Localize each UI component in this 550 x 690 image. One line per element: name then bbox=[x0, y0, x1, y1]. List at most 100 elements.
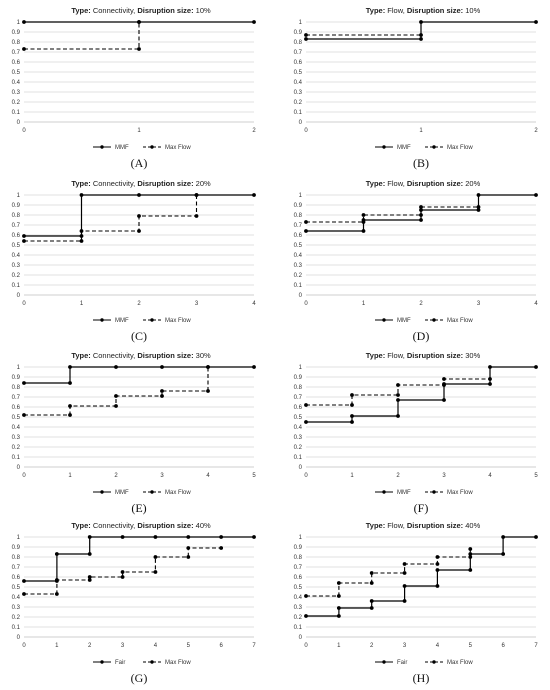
x-tick-label: 4 bbox=[252, 301, 256, 307]
data-point bbox=[22, 47, 26, 51]
x-tick-label: 1 bbox=[55, 643, 59, 649]
y-tick-label: 0 bbox=[17, 120, 21, 126]
chart-title: Type: Connectivity, Disruption size: 40% bbox=[71, 521, 211, 530]
data-point bbox=[396, 398, 400, 402]
data-point bbox=[68, 413, 72, 417]
data-point bbox=[350, 414, 354, 418]
data-point bbox=[206, 365, 210, 369]
data-point bbox=[419, 213, 423, 217]
title-type: Flow, bbox=[385, 521, 405, 530]
x-tick-label: 5 bbox=[534, 473, 538, 479]
title-prefix: Type: bbox=[366, 6, 385, 15]
legend-marker bbox=[150, 660, 154, 664]
legend-label: Fair bbox=[115, 660, 125, 666]
chart-title: Type: Flow, Disruption size: 20% bbox=[366, 179, 481, 188]
legend-label: MMF bbox=[115, 490, 129, 496]
data-point bbox=[22, 234, 26, 238]
data-point bbox=[153, 555, 158, 559]
legend-marker bbox=[100, 145, 104, 149]
data-point bbox=[114, 394, 118, 398]
chart-svg-e: Type: Connectivity, Disruption size: 30%… bbox=[12, 351, 257, 496]
data-point bbox=[304, 229, 308, 233]
title-size: 40% bbox=[194, 521, 211, 530]
y-tick-label: 0.6 bbox=[12, 575, 21, 581]
data-point bbox=[501, 535, 506, 539]
y-tick-label: 0.6 bbox=[294, 60, 303, 66]
y-tick-label: 0.3 bbox=[12, 263, 21, 269]
data-point bbox=[153, 535, 158, 539]
y-tick-label: 0.1 bbox=[294, 283, 303, 289]
data-point bbox=[120, 535, 125, 539]
chart-panel-c: Type: Connectivity, Disruption size: 20%… bbox=[0, 173, 268, 346]
data-point bbox=[361, 229, 366, 233]
series-line-dashed bbox=[306, 206, 479, 223]
data-point bbox=[361, 220, 366, 224]
x-tick-label: 5 bbox=[252, 473, 256, 479]
legend-label: Max Flow bbox=[447, 660, 473, 666]
legend-marker bbox=[100, 490, 104, 494]
data-point bbox=[137, 47, 141, 51]
data-point bbox=[369, 581, 374, 585]
x-tick-label: 1 bbox=[337, 643, 341, 649]
y-tick-label: 0.2 bbox=[12, 615, 21, 621]
legend-label: Max Flow bbox=[447, 318, 473, 324]
y-tick-label: 0.4 bbox=[12, 425, 21, 431]
data-point bbox=[488, 382, 492, 386]
x-tick-label: 2 bbox=[137, 301, 141, 307]
data-point bbox=[304, 403, 308, 407]
data-point bbox=[153, 570, 158, 574]
chart-panel-g: Type: Connectivity, Disruption size: 40%… bbox=[0, 515, 268, 688]
y-tick-label: 0.3 bbox=[12, 435, 21, 441]
legend-marker bbox=[150, 318, 154, 322]
chart-title: Type: Flow, Disruption size: 30% bbox=[366, 351, 481, 360]
x-tick-label: 4 bbox=[534, 301, 538, 307]
data-point bbox=[336, 594, 341, 598]
data-point bbox=[54, 578, 59, 582]
title-type: Connectivity, bbox=[91, 6, 135, 15]
y-tick-label: 0.2 bbox=[294, 273, 303, 279]
y-tick-label: 0.9 bbox=[294, 375, 303, 381]
y-tick-label: 0.8 bbox=[12, 40, 21, 46]
series-line-solid bbox=[24, 366, 254, 384]
chart-svg-c: Type: Connectivity, Disruption size: 20%… bbox=[12, 179, 257, 324]
data-point bbox=[419, 33, 423, 37]
data-point bbox=[350, 403, 354, 407]
title-type: Flow, bbox=[385, 6, 405, 15]
y-tick-label: 0.1 bbox=[294, 110, 303, 116]
data-point bbox=[54, 552, 59, 556]
y-tick-label: 0 bbox=[17, 635, 21, 641]
chart-title: Type: Connectivity, Disruption size: 20% bbox=[71, 179, 211, 188]
series-line-dashed bbox=[24, 195, 198, 242]
title-type: Connectivity, bbox=[91, 179, 135, 188]
chart-svg-d: Type: Flow, Disruption size: 20% 0 0.1 0.2 0… bbox=[294, 179, 539, 324]
data-point bbox=[419, 205, 423, 209]
y-tick-label: 0.1 bbox=[12, 455, 21, 461]
data-point bbox=[22, 239, 26, 243]
panel-caption-c: (C) bbox=[131, 329, 147, 343]
legend-label: MMF bbox=[115, 318, 129, 324]
series-line-dashed bbox=[306, 549, 471, 597]
data-point bbox=[468, 547, 473, 551]
panel-caption-b: (B) bbox=[413, 156, 429, 170]
chart-title: Type: Connectivity, Disruption size: 10% bbox=[71, 6, 211, 15]
y-tick-label: 0.2 bbox=[294, 445, 303, 451]
x-tick-label: 3 bbox=[195, 301, 199, 307]
y-tick-label: 0.8 bbox=[294, 555, 303, 561]
title-prefix: Type: bbox=[71, 351, 90, 360]
data-point bbox=[252, 193, 256, 197]
x-tick-label: 5 bbox=[187, 643, 191, 649]
y-tick-label: 0.6 bbox=[12, 60, 21, 66]
data-point bbox=[350, 393, 354, 397]
y-tick-label: 0.3 bbox=[294, 263, 303, 269]
x-tick-label: 4 bbox=[154, 643, 158, 649]
title-mid: Disruption size: bbox=[135, 179, 193, 188]
x-tick-label: 2 bbox=[419, 301, 423, 307]
y-tick-label: 1 bbox=[299, 20, 303, 26]
chart-svg-b: Type: Flow, Disruption size: 10% 0 0.1 0.2 0… bbox=[294, 6, 539, 151]
x-tick-label: 1 bbox=[68, 473, 72, 479]
legend-label: Max Flow bbox=[165, 318, 191, 324]
y-tick-label: 0.8 bbox=[12, 385, 21, 391]
data-point bbox=[114, 404, 118, 408]
y-tick-label: 0.1 bbox=[12, 625, 21, 631]
data-point bbox=[534, 535, 538, 539]
